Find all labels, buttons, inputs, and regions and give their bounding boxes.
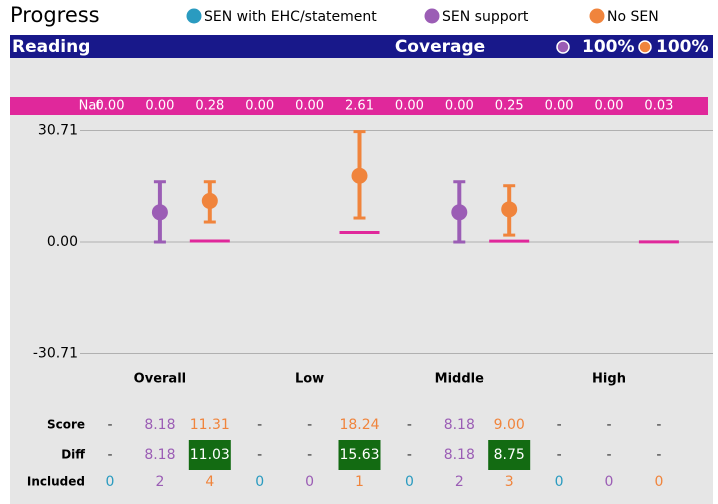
score-value: - [606,417,611,433]
included-value: 1 [355,474,364,490]
included-value: 0 [654,474,663,490]
score-value: - [557,417,562,433]
score-value: - [407,417,412,433]
diff-value: - [107,447,112,463]
diff-highlight [488,440,531,470]
y-tick-label: 30.71 [38,122,78,138]
point [451,204,468,221]
score-value: 18.24 [339,417,379,433]
coverage-value: 100% [582,37,635,57]
national-value: 0.00 [295,99,324,114]
diff-value: - [307,447,312,463]
row-label: Diff [61,448,85,462]
score-value: 9.00 [494,417,525,433]
national-value: 0.25 [495,99,524,114]
score-value: 11.31 [190,417,230,433]
background [10,58,713,504]
diff-value: - [656,447,661,463]
national-value: 0.03 [644,99,673,114]
score-value: - [307,417,312,433]
point [201,192,218,209]
score-value: 8.18 [444,417,475,433]
legend-label: No SEN [607,9,659,25]
coverage-dot [556,40,570,54]
header-bar [10,35,713,58]
title: Progress [10,3,100,27]
diff-value: 8.18 [444,447,475,463]
included-value: 0 [405,474,414,490]
coverage-dot [638,40,652,54]
national-value: 0.00 [445,99,474,114]
diff-value: 11.03 [190,447,230,463]
category-label: High [592,372,626,387]
score-value: - [656,417,661,433]
legend-label: SEN support [442,9,529,25]
national-value: 0.00 [145,99,174,114]
subject: Reading [12,37,90,57]
category-label: Overall [134,372,186,387]
diff-value: - [407,447,412,463]
legend-dot [424,8,440,24]
legend-dot [186,8,202,24]
national-value: 0.00 [545,99,574,114]
legend-dot [589,8,605,24]
included-value: 0 [255,474,264,490]
national-label: Nat [79,99,102,114]
included-value: 0 [305,474,314,490]
national-value: 2.61 [345,99,374,114]
y-tick-label: -30.71 [33,346,78,362]
row-label: Score [47,418,85,432]
diff-value: 8.75 [494,447,525,463]
national-bar [10,97,708,115]
coverage-label: Coverage [395,37,485,57]
diff-value: - [557,447,562,463]
diff-value: - [606,447,611,463]
national-value: 0.28 [195,99,224,114]
included-value: 0 [106,474,115,490]
point [351,167,368,184]
diff-value: 8.18 [144,447,175,463]
point [501,201,518,218]
point [151,204,168,221]
included-value: 3 [505,474,514,490]
national-value: 0.00 [96,99,125,114]
national-value: 0.00 [245,99,274,114]
diff-highlight [338,440,381,470]
coverage-value: 100% [656,37,709,57]
national-value: 0.00 [395,99,424,114]
included-value: 2 [155,474,164,490]
included-value: 0 [555,474,564,490]
y-tick-label: 0.00 [47,234,78,250]
national-value: 0.00 [595,99,624,114]
diff-highlight [188,440,231,470]
category-label: Low [295,372,324,387]
row-label: Included [27,475,85,489]
included-value: 0 [605,474,614,490]
diff-value: - [257,447,262,463]
included-value: 4 [205,474,214,490]
legend-label: SEN with EHC/statement [204,9,377,25]
score-value: 8.18 [144,417,175,433]
category-label: Middle [435,372,484,387]
diff-value: 15.63 [339,447,379,463]
included-value: 2 [455,474,464,490]
score-value: - [107,417,112,433]
score-value: - [257,417,262,433]
